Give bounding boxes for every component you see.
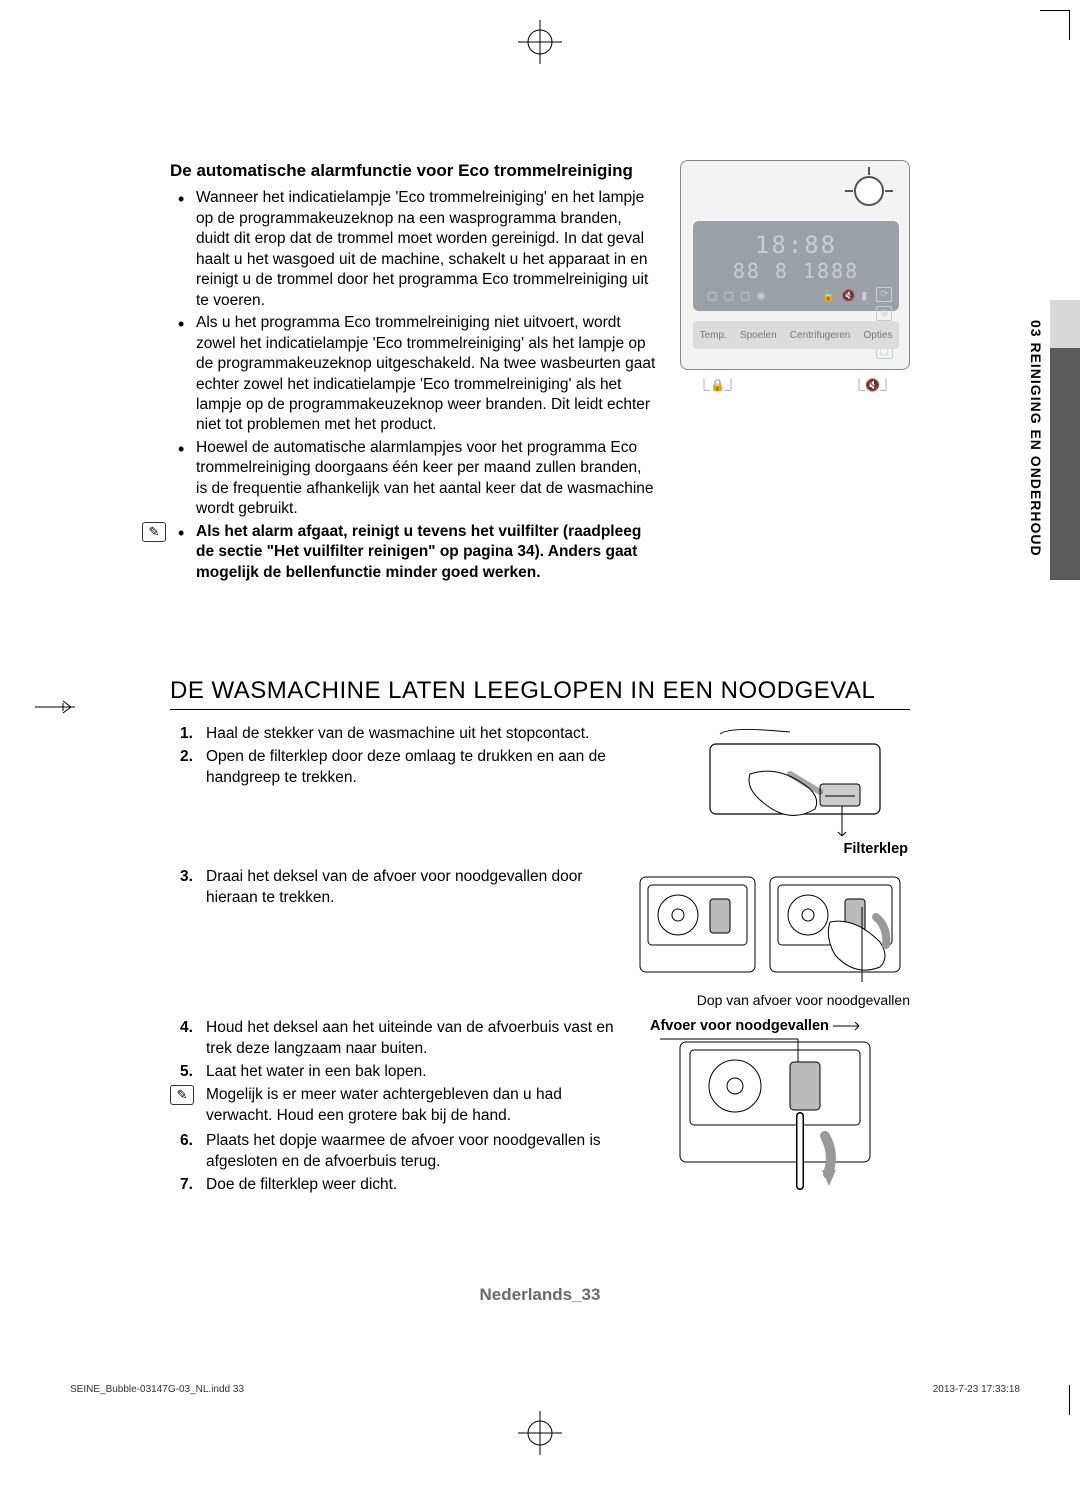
label-afvoer: Afvoer voor noodgevallen [650,1018,829,1034]
crop-mark-tr [1040,10,1070,40]
registration-mark-top [518,20,562,64]
note-water: Mogelijk is er meer water achtergebleven… [206,1086,562,1124]
illustration-dop: Dop van afvoer voor noodgevallen [630,867,910,1008]
bullet-4: Als het alarm afgaat, reinigt u tevens h… [196,523,641,581]
note-icon: ✎ [142,522,166,542]
control-panel-illustration: ▢▢▢◉🔒🔇▮ 18:88 88 8 1888 ⟳⊕▽▢ Temp. Spoel… [680,160,910,585]
членbullet-3: Hoewel de automatische alarmlampjes voor… [170,438,656,520]
crop-mark-br [1040,1385,1070,1415]
registration-mark-bottom [518,1411,562,1455]
step-6: Plaats het dopje waarmee de afvoer voor … [206,1131,630,1173]
section-tab-label: 03 REINIGING EN ONDERHOUD [1028,320,1044,557]
cut-mark-left [35,695,75,724]
heading-emergency-drain: DE WASMACHINE LATEN LEEGLOPEN IN EEN NOO… [170,677,910,710]
panel-label-1: Spoelen [740,330,777,341]
step-1: Haal de stekker van de wasmachine uit he… [206,724,650,745]
note-icon: ✎ [170,1085,194,1105]
illustration-filterklep: Filterklep [670,724,910,857]
step-7: Doe de filterklep weer dicht. [206,1175,630,1196]
page-content: De automatische alarmfunctie voor Eco tr… [170,160,910,1221]
bullet-2: Als u het programma Eco trommelreiniging… [170,313,656,436]
section1-title: De automatische alarmfunctie voor Eco tr… [170,160,656,182]
panel-seg1: 18:88 [693,221,899,259]
footer-timestamp: 2013-7-23 17:33:18 [933,1384,1020,1395]
section-tab [1050,300,1080,580]
step-3: Draai het deksel van de afvoer voor nood… [206,867,610,909]
panel-label-0: Temp. [700,330,727,341]
page-number: Nederlands_33 [0,1285,1080,1305]
dial-icon [847,169,891,213]
panel-seg2: 88 8 1888 [693,259,899,283]
illustration-afvoer: Afvoer voor noodgevallen [650,1018,910,1211]
bullet-1: Wanneer het indicatielampje 'Eco trommel… [170,188,656,311]
footer-filename: SEINE_Bubble-03147G-03_NL.indd 33 [70,1384,244,1395]
step-4: Houd het deksel aan het uiteinde van de … [206,1018,630,1060]
step-2: Open de filterklep door deze omlaag te d… [206,747,650,789]
panel-label-2: Centrifugeren [790,330,851,341]
step-5: Laat het water in een bak lopen. [206,1062,630,1083]
panel-label-3: Opties [864,330,893,341]
